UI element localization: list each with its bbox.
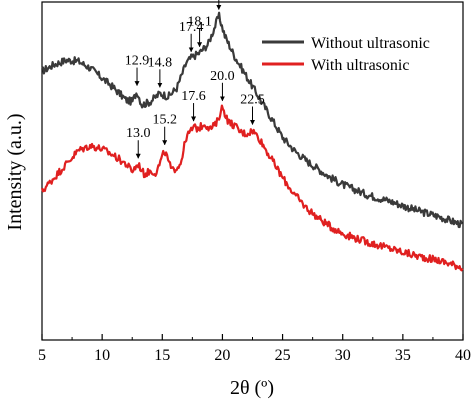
x-axis-title: 2θ (º) [230,377,274,399]
peak-label-14.8: 14.8 [148,55,173,70]
legend-label-with-ultrasonic: With ultrasonic [311,57,409,74]
legend: Without ultrasonic With ultrasonic [262,35,430,74]
peak-label-15.2: 15.2 [152,113,177,128]
series-layer [40,11,464,272]
x-tick-label-40: 40 [455,347,471,364]
x-axis: 5 10 15 20 25 30 35 40 [38,334,471,364]
x-tick-label-5: 5 [38,347,46,364]
series-line-without-ultrasonic [41,11,464,229]
series-line-with-ultrasonic [40,104,464,272]
y-axis-title: Intensity (a.u.) [4,113,26,230]
peak-label-17.6: 17.6 [181,89,206,104]
peak-label-22.5: 22.5 [240,92,265,107]
peak-label-20.0: 20.0 [210,69,235,84]
annotation-layer: 12.914.817.418.119.713.015.217.620.022.5 [125,0,265,159]
x-tick-label-20: 20 [214,347,230,364]
x-tick-label-25: 25 [275,347,291,364]
peak-label-13.0: 13.0 [126,126,151,141]
peak-label-12.9: 12.9 [125,54,150,69]
plot-frame [41,1,464,341]
x-tick-label-10: 10 [94,347,110,364]
x-tick-label-30: 30 [335,347,351,364]
x-tick-label-15: 15 [154,347,170,364]
legend-label-without-ultrasonic: Without ultrasonic [311,35,430,52]
x-tick-label-35: 35 [395,347,411,364]
peak-label-18.1: 18.1 [187,15,212,30]
peak-label-17.4: 17.4 [179,20,204,35]
